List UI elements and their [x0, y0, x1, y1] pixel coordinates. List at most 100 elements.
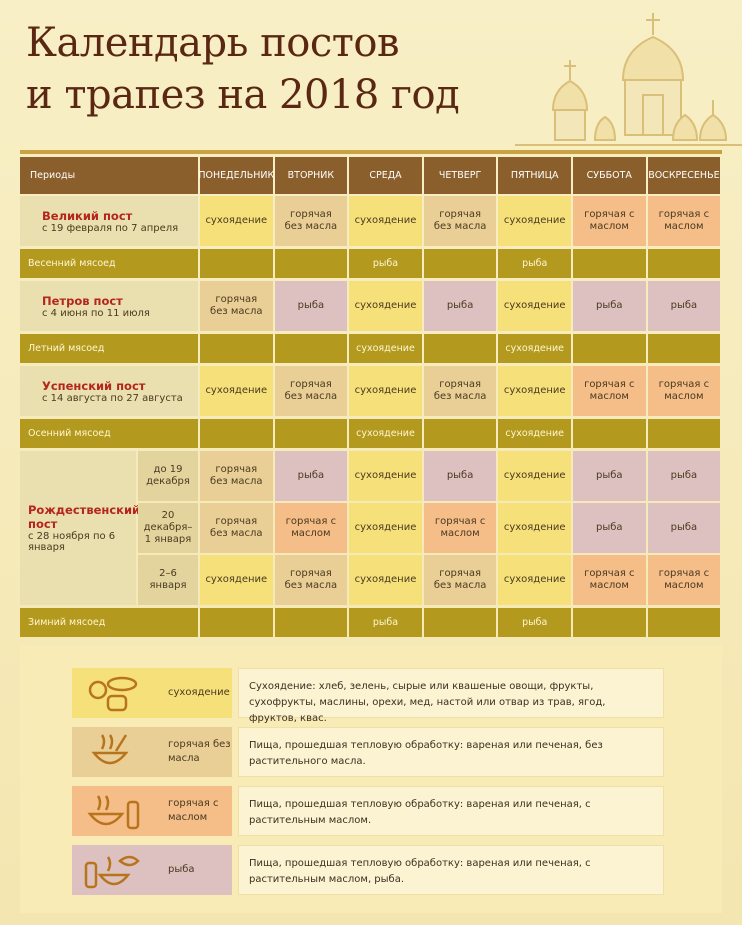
meal-cell: рыба [573, 281, 646, 331]
period-cell: Великий пост с 19 февраля по 7 апреля [20, 196, 198, 246]
meal-cell: горячая с маслом [647, 196, 721, 246]
legend-description: Пища, прошедшая тепловую обработку: варе… [238, 845, 664, 895]
period-dates: с 4 июня по 11 июля [42, 307, 150, 319]
meal-cell: сухоядение [349, 555, 422, 605]
empty-cell [423, 608, 497, 637]
subperiod-label: до 19 декабря [138, 451, 198, 501]
period-text: Рождественский пост с 28 ноября по 6 янва… [20, 451, 141, 605]
meal-cell: горячая без масла [274, 366, 348, 416]
empty-cell [274, 334, 348, 363]
period-dates: с 28 ноября по 6 января [28, 531, 116, 553]
empty-cell [200, 419, 273, 448]
title-line: и трапез на 2018 год [26, 72, 460, 118]
period-title: Великий пост [42, 208, 133, 223]
meal-cell: сухоядение [200, 555, 273, 605]
meal-cell: сухоядение [200, 366, 273, 416]
meal-cell: рыба [573, 503, 646, 553]
legend-swatch: сухоядение [72, 668, 232, 718]
empty-cell [274, 419, 348, 448]
meal-cell: горячая без масла [274, 196, 348, 246]
empty-cell [573, 249, 646, 278]
meal-cell: горячая без масла [423, 555, 497, 605]
subperiod-label: 20 декабря–1 января [138, 503, 198, 553]
meal-cell: горячая с маслом [423, 503, 497, 553]
legend-icon [87, 795, 140, 830]
meal-cell: горячая с маслом [573, 196, 646, 246]
period-cell: Петров пост с 4 июня по 11 июля [20, 281, 198, 331]
period-label: Летний мясоед [28, 343, 105, 354]
empty-cell [274, 608, 348, 637]
empty-cell [423, 334, 497, 363]
meal-cell: сухоядение [498, 196, 571, 246]
meal-cell: сухоядение [498, 451, 571, 501]
meal-cell: сухоядение [349, 451, 422, 501]
empty-cell [200, 608, 273, 637]
legend-description: Пища, прошедшая тепловую обработку: варе… [238, 727, 664, 777]
column-header: ПЯТНИЦА [498, 157, 571, 194]
meal-cell: горячая без масла [200, 451, 273, 501]
meal-cell: горячая с маслом [274, 503, 348, 553]
meal-cell: сухоядение [349, 366, 422, 416]
meal-cell: горячая с маслом [573, 366, 646, 416]
period-dates: с 19 февраля по 7 апреля [42, 222, 179, 234]
empty-cell [647, 608, 721, 637]
period-label: Осенний мясоед [28, 428, 111, 439]
column-header: СУББОТА [573, 157, 646, 194]
meal-cell: рыба [349, 249, 422, 278]
meal-cell: сухоядение [498, 334, 571, 363]
meal-cell: сухоядение [349, 196, 422, 246]
meal-cell: горячая с маслом [573, 555, 646, 605]
empty-cell [423, 419, 497, 448]
meal-cell: горячая без масла [423, 366, 497, 416]
period-cell: Осенний мясоед [20, 419, 198, 448]
meal-cell: рыба [647, 281, 721, 331]
empty-cell [573, 334, 646, 363]
empty-cell [647, 419, 721, 448]
meal-cell: рыба [647, 503, 721, 553]
column-header: ВТОРНИК [274, 157, 348, 194]
meal-cell: горячая без масла [200, 281, 273, 331]
column-header: ЧЕТВЕРГ [423, 157, 497, 194]
meal-cell: рыба [498, 608, 571, 637]
church-illustration [515, 13, 742, 146]
meal-cell: горячая с маслом [647, 366, 721, 416]
period-cell: Зимний мясоед [20, 608, 198, 637]
meal-cell: рыба [349, 608, 422, 637]
period-label: Весенний мясоед [28, 258, 116, 269]
column-header: СРЕДА [349, 157, 422, 194]
empty-cell [200, 334, 273, 363]
meal-cell: сухоядение [200, 196, 273, 246]
meal-cell: рыба [647, 451, 721, 501]
legend-icon [91, 734, 129, 765]
meal-cell: рыба [498, 249, 571, 278]
title-line: Календарь постов [26, 20, 400, 66]
column-header: ПОНЕДЕЛЬНИК [198, 157, 274, 194]
legend-description: Сухоядение: хлеб, зелень, сырые или кваш… [238, 668, 664, 724]
subperiod-label: 2–6 января [138, 555, 198, 605]
empty-cell [423, 249, 497, 278]
period-title: Рождественский пост [28, 503, 141, 531]
empty-cell [274, 249, 348, 278]
column-header: ВОСКРЕСЕНЬЕ [647, 157, 721, 194]
empty-cell [573, 419, 646, 448]
meal-cell: сухоядение [349, 419, 422, 448]
period-text: Великий пост с 19 февраля по 7 апреля [20, 196, 198, 246]
meal-cell: сухоядение [349, 334, 422, 363]
column-header: Периоды [20, 157, 198, 194]
period-cell: Весенний мясоед [20, 249, 198, 278]
period-text: Петров пост с 4 июня по 11 июля [20, 281, 198, 331]
meal-cell: сухоядение [498, 555, 571, 605]
meal-cell: сухоядение [498, 281, 571, 331]
meal-cell: рыба [423, 451, 497, 501]
legend-swatch: горячая без масла [72, 727, 232, 777]
legend-swatch: рыба [72, 845, 232, 895]
period-title: Успенский пост [42, 378, 146, 393]
meal-cell: рыба [274, 451, 348, 501]
empty-cell [573, 608, 646, 637]
legend-description: Пища, прошедшая тепловую обработку: варе… [238, 786, 664, 836]
empty-cell [200, 249, 273, 278]
meal-cell: горячая без масла [423, 196, 497, 246]
legend-icon [84, 855, 140, 889]
meal-cell: рыба [573, 451, 646, 501]
